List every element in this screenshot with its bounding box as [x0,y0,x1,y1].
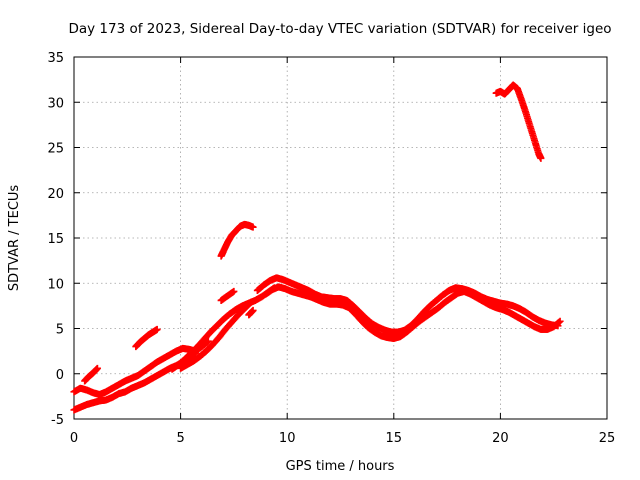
x-axis-label: GPS time / hours [286,459,395,474]
series-arc-9 [245,306,257,319]
series-arc-12 [492,81,545,162]
series-arc-3 [81,364,101,385]
y-tick-label: 0 [56,368,64,383]
x-axis-tick-labels: 0 5 10 15 20 25 [70,431,615,446]
chart-title: Day 173 of 2023, Sidereal Day-to-day VTE… [68,21,611,37]
x-tick-label: 5 [176,431,184,446]
series-arc-1 [70,337,212,399]
x-tick-label: 25 [599,431,616,446]
y-tick-label: 30 [47,96,64,111]
series-arc-7 [217,220,257,260]
y-tick-label: 5 [56,323,64,338]
data-point [249,306,257,314]
y-tick-label: 25 [47,142,64,157]
x-tick-label: 10 [279,431,296,446]
y-tick-label: 10 [47,277,64,292]
data-point [556,317,564,325]
y-tick-label: -5 [51,413,64,428]
data-point [247,298,255,306]
y-tick-label: 35 [47,51,64,66]
data-point [93,364,101,372]
series-arc-8 [217,287,238,304]
x-tick-label: 0 [70,431,78,446]
data-point [230,287,238,295]
x-tick-label: 15 [386,431,403,446]
data-point [153,325,161,333]
series-arc-4 [132,325,161,351]
y-tick-label: 15 [47,232,64,247]
data-points [70,81,564,414]
axis-ticks [73,56,608,420]
x-tick-label: 20 [492,431,509,446]
grid [74,57,607,419]
y-axis-label: SDTVAR / TECUs [7,185,22,292]
y-tick-label: 20 [47,187,64,202]
data-point [537,154,545,162]
y-axis-tick-labels: -5 0 5 10 15 20 25 30 35 [47,51,64,428]
series-arc-2 [70,349,200,414]
series-arc-11 [262,283,564,342]
series-arc-6 [177,298,255,372]
data-point [249,223,257,231]
